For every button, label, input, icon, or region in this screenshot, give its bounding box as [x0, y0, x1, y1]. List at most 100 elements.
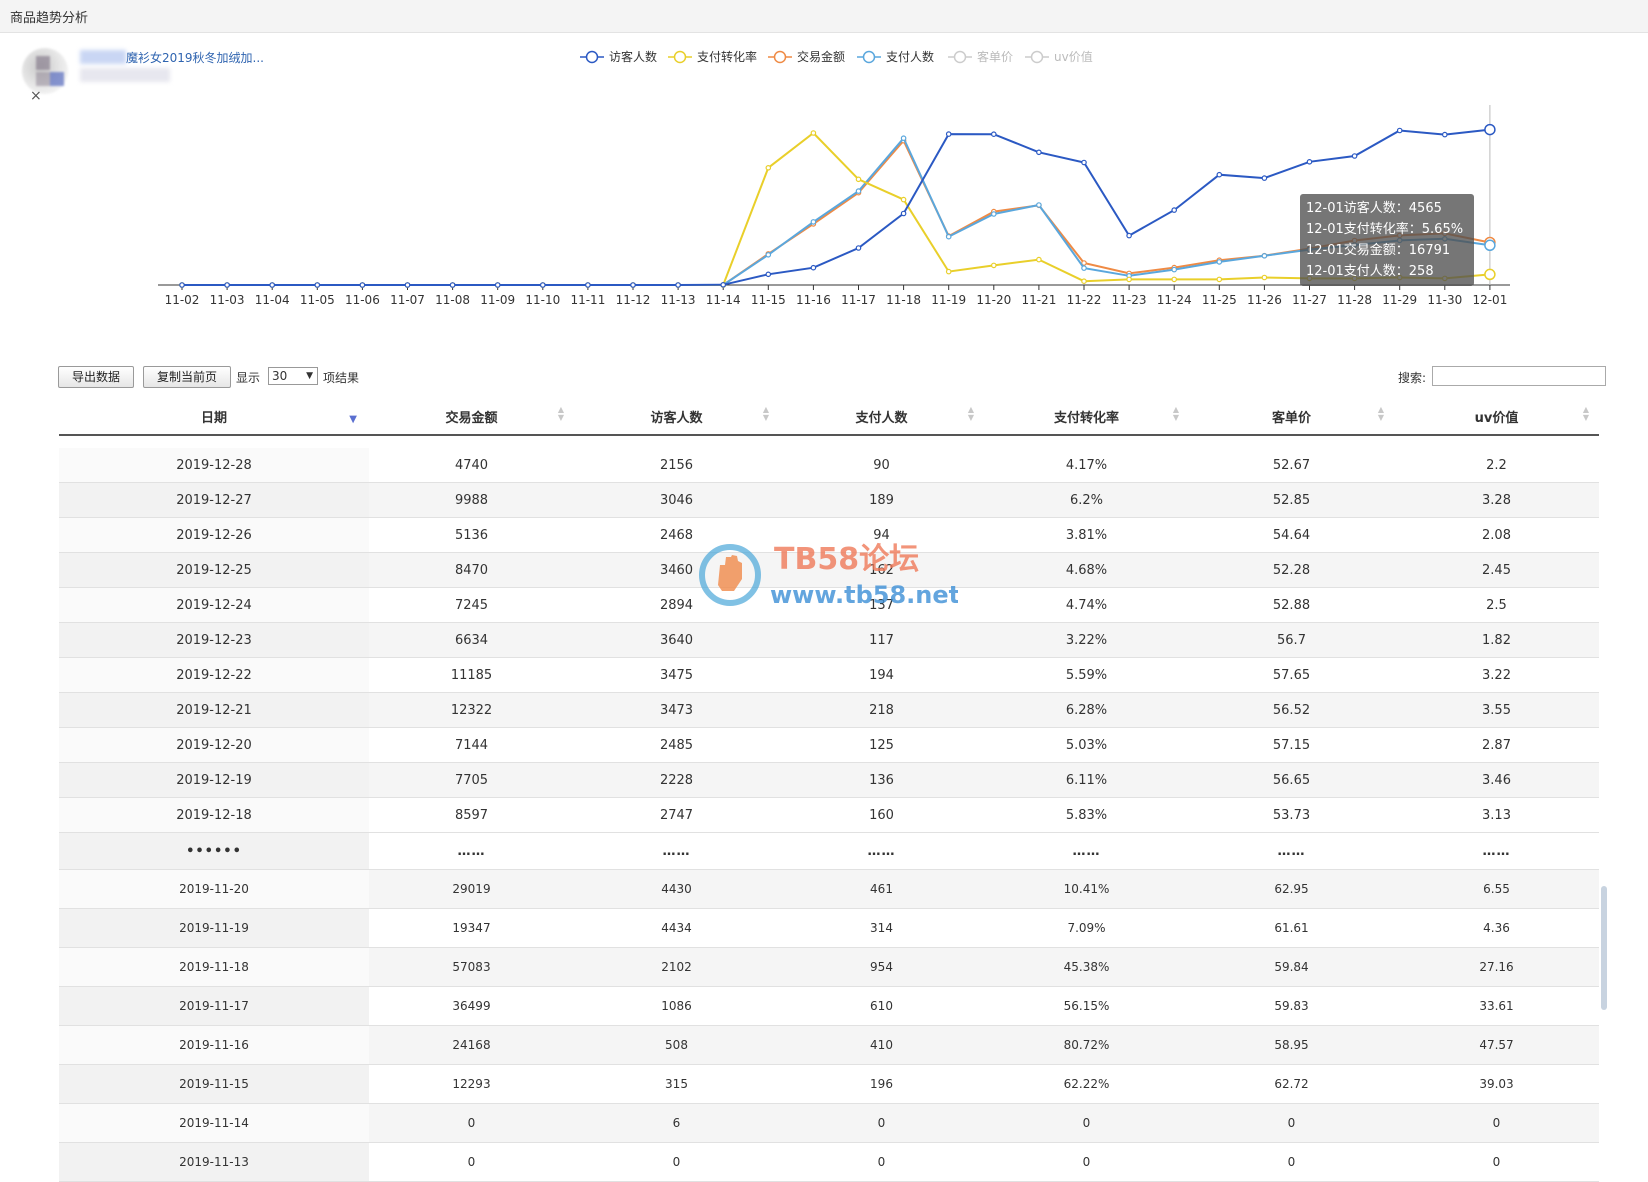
close-icon[interactable]: × [30, 88, 42, 104]
table-row: 2019-11-20 29019 4430 461 10.41% 62.95 6.55 [59, 869, 1599, 909]
table-row: 2019-11-19 19347 4434 314 7.09% 61.61 4.36 [59, 908, 1599, 948]
table-cell: 56.65 [1189, 762, 1394, 798]
table-cell: 6.11% [984, 762, 1189, 798]
search-label: 搜索: [1397, 371, 1426, 385]
data-point [810, 130, 817, 136]
copy-page-button[interactable]: 复制当前页 [143, 366, 231, 388]
page-size-select[interactable]: 30 ▼ [268, 367, 318, 385]
product-thumbnail [22, 48, 68, 94]
table-cell: 3.46 [1394, 762, 1599, 798]
table-cell: 29019 [369, 869, 574, 909]
table-cell: 2019-12-23 [59, 622, 369, 658]
data-point [1396, 127, 1403, 134]
product-name-link[interactable]: 魔衫女2019秋冬加绒加... [126, 51, 264, 65]
x-tick-label: 11-07 [390, 293, 425, 307]
data-point [359, 282, 366, 288]
table-cell: …… [1189, 832, 1394, 870]
legend-item[interactable]: uv价值 [1054, 49, 1093, 64]
table-cell: 2.2 [1394, 448, 1599, 483]
column-header-conversion[interactable]: 支付转化率 ▲ ▼ [984, 398, 1189, 436]
table-cell: 314 [779, 908, 984, 948]
x-tick-label: 11-16 [796, 293, 831, 307]
x-tick-label: 11-02 [165, 293, 200, 307]
results-label: 项结果 [323, 371, 360, 385]
table-cell: 7705 [369, 762, 574, 798]
table-cell: 4.17% [984, 448, 1189, 483]
table-cell: 2156 [574, 448, 779, 483]
tooltip-line: 12-01支付转化率：5.65% [1306, 222, 1464, 237]
column-header-amount[interactable]: 交易金额 ▲ ▼ [369, 398, 574, 436]
data-point [630, 282, 636, 288]
data-point [765, 252, 772, 258]
x-tick-label: 12-01 [1472, 293, 1507, 307]
legend-item[interactable]: 客单价 [977, 49, 1013, 64]
data-point [1442, 131, 1448, 138]
table-cell: 2019-11-20 [59, 869, 369, 909]
table-cell: 461 [779, 869, 984, 909]
column-header-uv-value[interactable]: uv价值 ▲ ▼ [1394, 398, 1599, 436]
table-scrollbar[interactable] [1601, 886, 1607, 1010]
x-tick-label: 11-24 [1157, 293, 1192, 307]
table-cell: 0 [984, 1103, 1189, 1143]
table-cell: 162 [779, 552, 984, 588]
table-cell: 57.65 [1189, 657, 1394, 693]
legend-item[interactable]: 访客人数 [609, 49, 657, 64]
table-row: 2019-12-19 7705 2228 136 6.11% 56.65 3.46 [59, 762, 1599, 798]
table-cell: 0 [1394, 1142, 1599, 1182]
table-cell: 0 [369, 1142, 574, 1182]
sort-icon[interactable]: ▲ ▼ [967, 405, 974, 422]
x-tick-label: 11-22 [1067, 293, 1102, 307]
sort-desc-icon[interactable]: ▼ [349, 414, 357, 425]
legend-item[interactable]: 支付人数 [886, 49, 934, 64]
data-point [1081, 260, 1087, 266]
data-point [990, 211, 997, 217]
table-cell: 2468 [574, 517, 779, 553]
data-point [855, 245, 862, 251]
legend-item[interactable]: 交易金额 [797, 49, 845, 64]
data-point [1171, 207, 1178, 213]
table-row: 2019-12-20 7144 2485 125 5.03% 57.15 2.87 [59, 727, 1599, 763]
x-tick-label: 11-28 [1337, 293, 1372, 307]
table-cell: 7245 [369, 587, 574, 623]
column-header-visitors[interactable]: 访客人数 ▲ ▼ [574, 398, 779, 436]
sort-icon[interactable]: ▲ ▼ [1582, 405, 1589, 422]
sort-icon[interactable]: ▲ ▼ [557, 405, 564, 422]
table-cell: 45.38% [984, 947, 1189, 987]
series-line [182, 138, 1491, 286]
legend-marker-icon [773, 50, 787, 64]
table-cell: 52.28 [1189, 552, 1394, 588]
table-cell: 2019-11-17 [59, 986, 369, 1026]
data-point [1081, 265, 1087, 271]
table-cell: 8470 [369, 552, 574, 588]
table-cell: 4434 [574, 908, 779, 948]
column-header-avg-order[interactable]: 客单价 ▲ ▼ [1189, 398, 1394, 436]
x-tick-label: 11-06 [345, 293, 380, 307]
data-point [1171, 276, 1178, 283]
data-point [269, 282, 276, 288]
table-row: 2019-12-22 11185 3475 194 5.59% 57.65 3.22 [59, 657, 1599, 693]
sort-icon[interactable]: ▲ ▼ [1377, 405, 1384, 422]
column-header-date[interactable]: 日期 ▼ [59, 398, 369, 436]
legend-item[interactable]: 支付转化率 [697, 49, 757, 64]
sort-icon[interactable]: ▲ ▼ [762, 405, 769, 422]
title-bar: 商品趋势分析 [0, 0, 1648, 33]
table-row: 2019-12-24 7245 2894 137 4.74% 52.88 2.5 [59, 587, 1599, 623]
export-button[interactable]: 导出数据 [58, 366, 134, 388]
table-row: 2019-11-13 0 0 0 0 0 0 [59, 1142, 1599, 1182]
blurred-text [80, 68, 170, 82]
table-cell: 2.5 [1394, 587, 1599, 623]
data-point [1216, 171, 1223, 178]
search-input[interactable] [1432, 366, 1606, 386]
table-cell: 0 [1189, 1103, 1394, 1143]
x-tick-label: 11-11 [570, 293, 605, 307]
x-tick-label: 11-26 [1247, 293, 1282, 307]
table-cell: 12322 [369, 692, 574, 728]
spacer-row [59, 435, 1599, 448]
x-tick-label: 11-04 [255, 293, 290, 307]
table-cell: 508 [574, 1025, 779, 1065]
table-cell: 6.2% [984, 482, 1189, 518]
sort-icon[interactable]: ▲ ▼ [1172, 405, 1179, 422]
column-header-buyers[interactable]: 支付人数 ▲ ▼ [779, 398, 984, 436]
data-point [855, 188, 862, 194]
table-cell: 189 [779, 482, 984, 518]
